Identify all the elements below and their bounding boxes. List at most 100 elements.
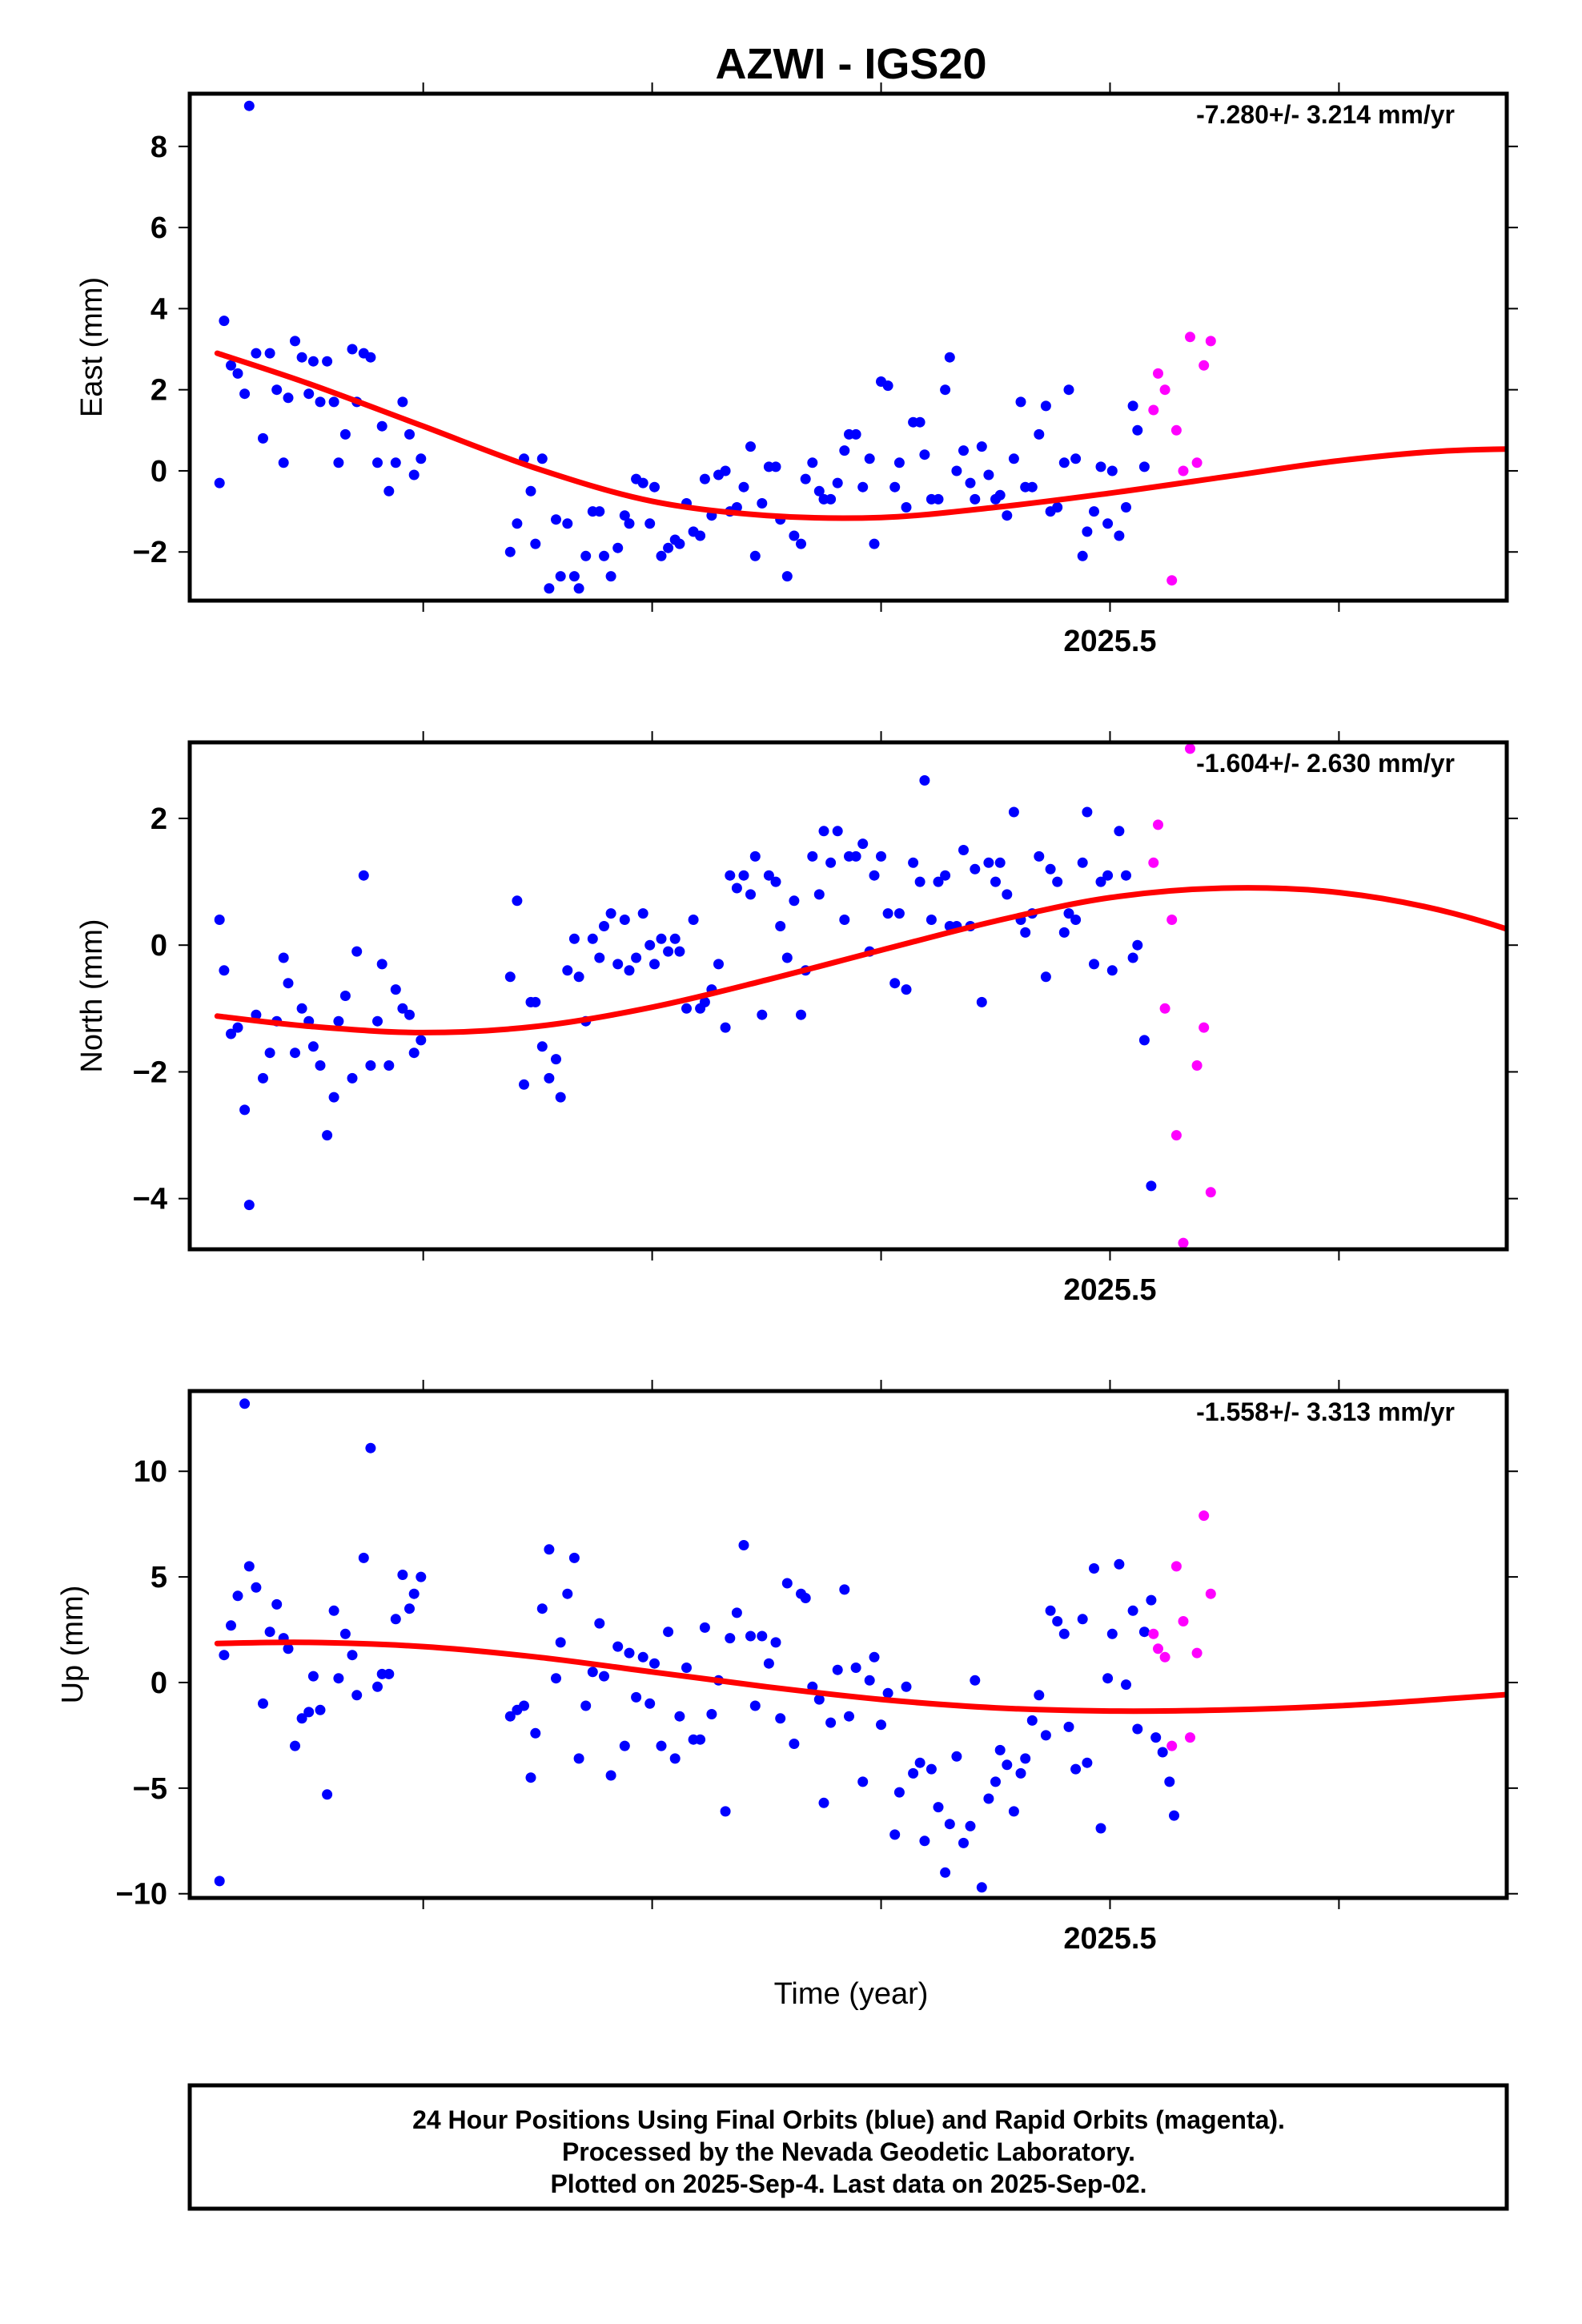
- final-orbit-point: [264, 1626, 275, 1638]
- y-tick-label: 5: [151, 1561, 167, 1594]
- final-orbit-point: [390, 984, 401, 995]
- final-orbit-point: [1114, 1558, 1125, 1570]
- final-orbit-point: [1146, 1180, 1157, 1192]
- final-orbit-point: [376, 959, 387, 970]
- final-orbit-point: [681, 1663, 692, 1673]
- fit-curve: [214, 885, 1507, 1035]
- final-orbit-point: [536, 453, 548, 464]
- final-orbit-point: [893, 1787, 905, 1798]
- final-orbit-point: [512, 518, 523, 529]
- final-orbit-point: [599, 921, 609, 931]
- final-orbit-point: [857, 838, 869, 850]
- final-orbit-point: [1077, 1614, 1088, 1625]
- final-orbit-point: [376, 420, 387, 432]
- final-orbit-point: [243, 1561, 255, 1572]
- final-orbit-point: [555, 571, 566, 582]
- rapid-orbit-point: [1159, 384, 1170, 396]
- y-tick-label: 0: [151, 455, 167, 489]
- final-orbit-point: [965, 1820, 976, 1831]
- final-orbit-point: [644, 1698, 656, 1709]
- final-orbit-point: [1070, 1763, 1082, 1775]
- final-orbit-point: [901, 1681, 912, 1692]
- x-axis-label: Time (year): [774, 1977, 929, 2011]
- final-orbit-point: [594, 952, 605, 963]
- rapid-orbit-point: [1153, 368, 1163, 379]
- final-orbit-point: [889, 978, 901, 989]
- final-orbit-point: [504, 1711, 516, 1722]
- final-orbit-point: [619, 915, 630, 925]
- final-orbit-point: [1063, 1721, 1074, 1732]
- final-orbit-point: [731, 883, 742, 894]
- final-orbit-point: [390, 1614, 401, 1625]
- final-orbit-point: [536, 1603, 548, 1614]
- final-orbit-point: [315, 1060, 326, 1071]
- final-orbit-point: [551, 1054, 561, 1065]
- final-orbit-point: [226, 360, 236, 371]
- final-orbit-point: [599, 1671, 609, 1682]
- final-orbit-point: [1040, 1730, 1051, 1741]
- final-orbit-point: [555, 1637, 566, 1648]
- final-orbit-point: [763, 870, 774, 881]
- final-orbit-point: [214, 477, 225, 489]
- final-orbit-point: [1150, 1732, 1162, 1743]
- final-orbit-point: [568, 1552, 580, 1563]
- rapid-orbit-point: [1153, 819, 1163, 830]
- final-orbit-point: [818, 1797, 829, 1808]
- final-orbit-point: [869, 538, 880, 549]
- final-orbit-point: [1095, 1823, 1106, 1834]
- final-orbit-point: [869, 870, 880, 881]
- final-orbit-point: [800, 1593, 811, 1603]
- y-axis-label: East (mm): [75, 277, 109, 417]
- final-orbit-point: [825, 493, 837, 505]
- final-orbit-point: [530, 1727, 541, 1739]
- final-orbit-point: [624, 1647, 635, 1659]
- footer-line-1: 24 Hour Positions Using Final Orbits (bl…: [412, 2105, 1285, 2134]
- final-orbit-point: [383, 1668, 395, 1679]
- final-orbit-point: [243, 100, 255, 111]
- final-orbit-point: [688, 915, 699, 925]
- final-orbit-point: [339, 991, 351, 1001]
- y-tick-label: 2: [151, 374, 167, 408]
- final-orbit-point: [1040, 400, 1051, 412]
- final-orbit-point: [839, 1584, 850, 1595]
- rate-label: -7.280+/- 3.214 mm/yr: [1196, 100, 1455, 129]
- x-tick-label: 2025.5: [1063, 1273, 1156, 1307]
- final-orbit-point: [839, 445, 850, 456]
- final-orbit-point: [568, 933, 580, 944]
- final-orbit-point: [1002, 889, 1013, 900]
- final-orbit-point: [404, 1603, 415, 1614]
- final-orbit-point: [970, 493, 981, 505]
- rapid-orbit-point: [1185, 1732, 1195, 1743]
- final-orbit-point: [850, 1663, 861, 1673]
- final-orbit-point: [1132, 424, 1143, 436]
- final-orbit-point: [789, 1739, 800, 1749]
- rapid-orbit-point: [1185, 332, 1195, 343]
- final-orbit-point: [1138, 461, 1150, 472]
- final-orbit-point: [333, 457, 344, 468]
- final-orbit-point: [404, 1009, 415, 1020]
- footer-line-2: Processed by the Nevada Geodetic Laborat…: [562, 2137, 1135, 2166]
- final-orbit-point: [990, 1776, 1001, 1787]
- rapid-orbit-point: [1178, 465, 1189, 476]
- final-orbit-point: [303, 388, 315, 400]
- rapid-orbit-point: [1170, 424, 1182, 436]
- final-orbit-point: [1102, 1673, 1114, 1684]
- final-orbit-point: [551, 1673, 561, 1684]
- final-orbit-point: [264, 348, 275, 359]
- fit-curve: [214, 350, 1507, 521]
- final-orbit-point: [573, 971, 584, 983]
- final-orbit-point: [1082, 526, 1093, 537]
- final-orbit-point: [1058, 927, 1070, 938]
- final-orbit-point: [976, 996, 987, 1007]
- footer-line-3: Plotted on 2025-Sep-4. Last data on 2025…: [550, 2169, 1146, 2198]
- final-orbit-point: [408, 1588, 420, 1599]
- final-orbit-point: [908, 1767, 919, 1779]
- final-orbit-point: [1015, 396, 1026, 408]
- final-orbit-point: [857, 1776, 869, 1787]
- x-tick-label: 2025.5: [1063, 625, 1156, 658]
- final-orbit-point: [264, 1047, 275, 1059]
- final-orbit-point: [1015, 1767, 1026, 1779]
- final-orbit-point: [333, 1015, 344, 1027]
- final-orbit-point: [882, 908, 893, 919]
- rapid-orbit-point: [1148, 857, 1159, 868]
